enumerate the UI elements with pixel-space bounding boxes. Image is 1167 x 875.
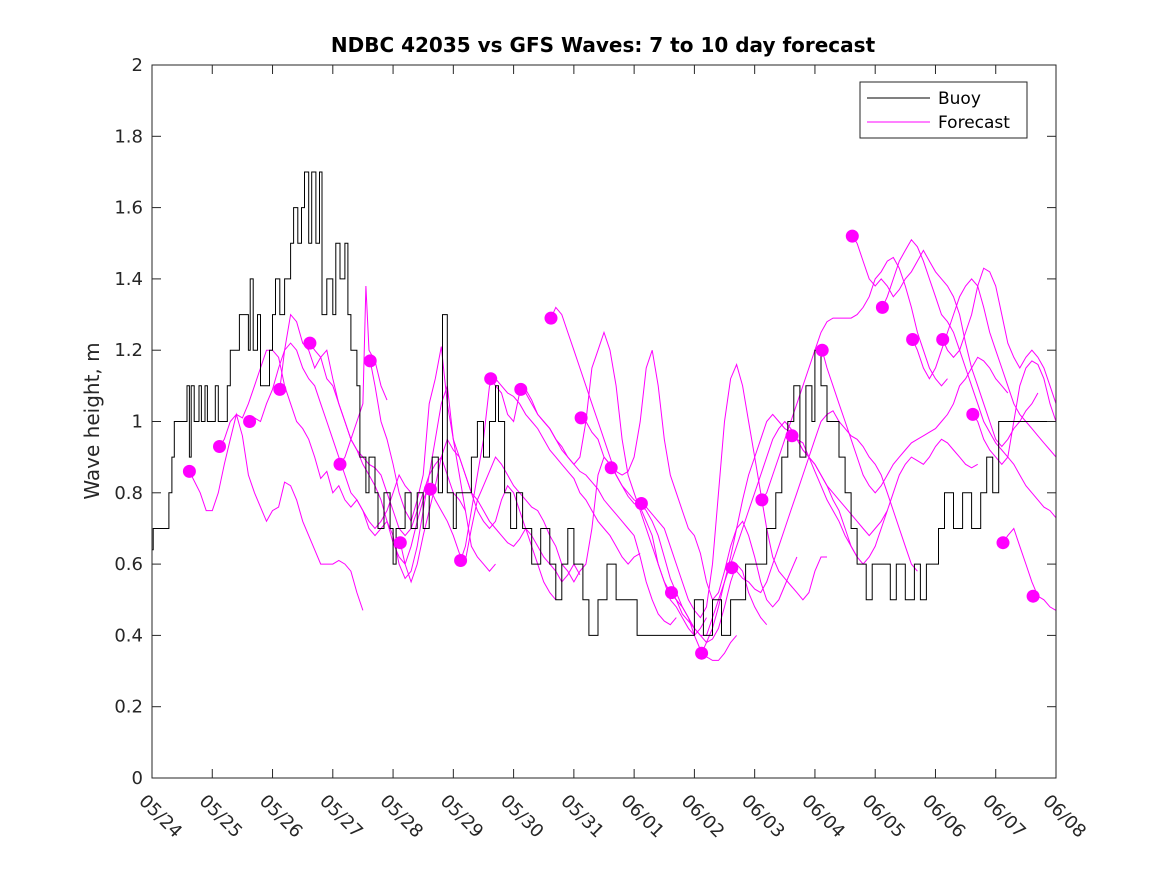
forecast-marker bbox=[936, 333, 950, 346]
forecast-marker bbox=[665, 586, 678, 600]
forecast-run-line bbox=[460, 377, 641, 565]
x-tick-label: 06/01 bbox=[617, 791, 669, 843]
forecast-run-line bbox=[610, 350, 798, 608]
y-tick-label: 1.4 bbox=[114, 269, 143, 290]
forecast-run-line bbox=[520, 330, 707, 637]
forecast-marker bbox=[303, 336, 317, 350]
forecast-marker bbox=[182, 464, 196, 478]
forecast-marker bbox=[1026, 589, 1040, 603]
forecast-marker bbox=[755, 493, 769, 507]
x-tick-label: 06/04 bbox=[797, 791, 849, 843]
forecast-marker bbox=[333, 457, 347, 471]
y-tick-label: 0 bbox=[132, 768, 143, 789]
y-tick-label: 1.8 bbox=[114, 126, 143, 147]
x-tick-label: 06/08 bbox=[1038, 791, 1090, 843]
x-tick-label: 06/07 bbox=[978, 791, 1030, 843]
x-tick-label: 06/05 bbox=[858, 791, 910, 843]
forecast-run-line bbox=[1002, 527, 1057, 611]
forecast-marker bbox=[454, 554, 468, 567]
y-tick-label: 0.8 bbox=[114, 483, 143, 504]
x-tick-label: 05/31 bbox=[556, 791, 608, 843]
legend: Buoy Forecast bbox=[859, 81, 1028, 139]
forecast-marker bbox=[875, 300, 889, 314]
x-tick-label: 06/02 bbox=[677, 791, 729, 843]
forecast-marker bbox=[213, 440, 226, 453]
forecast-marker bbox=[634, 497, 648, 510]
y-tick-label: 1 bbox=[132, 412, 143, 433]
y-tick-label: 0.6 bbox=[114, 554, 143, 575]
forecast-run-line bbox=[881, 238, 1057, 519]
forecast-marker bbox=[514, 382, 528, 396]
forecast-run-line bbox=[309, 342, 496, 580]
chart-title: NDBC 42035 vs GFS Waves: 7 to 10 day for… bbox=[331, 33, 876, 57]
forecast-run-line bbox=[188, 412, 364, 611]
legend-box bbox=[859, 81, 1028, 139]
forecast-marker bbox=[363, 354, 377, 368]
x-tick-label: 05/25 bbox=[195, 791, 247, 843]
forecast-run-line bbox=[912, 278, 1057, 458]
x-tick-label: 05/27 bbox=[315, 791, 367, 843]
y-tick-label: 1.2 bbox=[114, 340, 143, 361]
x-tick-label: 05/28 bbox=[376, 791, 428, 843]
forecast-marker bbox=[966, 407, 980, 421]
forecast-run-line bbox=[851, 235, 1039, 448]
forecast-run-line bbox=[821, 350, 1009, 494]
x-tick-label: 05/30 bbox=[496, 791, 548, 843]
forecast-marker bbox=[695, 646, 709, 660]
forecast-marker bbox=[484, 372, 498, 386]
legend-label-forecast: Forecast bbox=[938, 113, 1010, 133]
series-layer bbox=[152, 171, 1057, 661]
forecast-marker bbox=[574, 411, 588, 425]
buoy-line bbox=[152, 171, 1056, 636]
forecast-run-line bbox=[942, 267, 1057, 404]
y-axis-label: Wave height, m bbox=[80, 342, 104, 499]
forecast-run-line bbox=[791, 435, 978, 565]
x-tick-label: 06/06 bbox=[918, 791, 970, 843]
forecast-run-line bbox=[339, 285, 388, 465]
x-tick-label: 05/24 bbox=[134, 791, 186, 843]
forecast-run-line bbox=[761, 256, 948, 501]
x-tick-label: 06/03 bbox=[737, 791, 789, 843]
forecast-marker bbox=[785, 429, 799, 443]
forecast-marker bbox=[996, 536, 1010, 550]
y-tick-label: 0.4 bbox=[114, 625, 143, 646]
plot-background bbox=[152, 65, 1056, 778]
y-tick-label: 2 bbox=[132, 55, 143, 76]
y-tick-label: 1.6 bbox=[114, 198, 143, 219]
forecast-marker bbox=[906, 333, 920, 346]
forecast-marker bbox=[243, 415, 257, 428]
x-tick-label: 05/29 bbox=[436, 791, 488, 843]
forecast-run-line bbox=[731, 410, 918, 594]
forecast-marker bbox=[544, 311, 558, 325]
forecast-run-line bbox=[641, 362, 827, 619]
legend-label-buoy: Buoy bbox=[938, 89, 981, 109]
forecast-marker bbox=[604, 461, 618, 475]
forecast-marker bbox=[393, 536, 407, 550]
forecast-run-line bbox=[279, 313, 466, 537]
forecast-marker bbox=[725, 561, 739, 575]
forecast-marker bbox=[273, 382, 287, 396]
y-tick-label: 0.2 bbox=[114, 697, 143, 718]
forecast-marker bbox=[815, 343, 829, 357]
forecast-run-line bbox=[219, 349, 412, 530]
x-tick-label: 05/26 bbox=[255, 791, 307, 843]
forecast-marker bbox=[423, 482, 437, 496]
forecast-marker bbox=[845, 229, 859, 243]
